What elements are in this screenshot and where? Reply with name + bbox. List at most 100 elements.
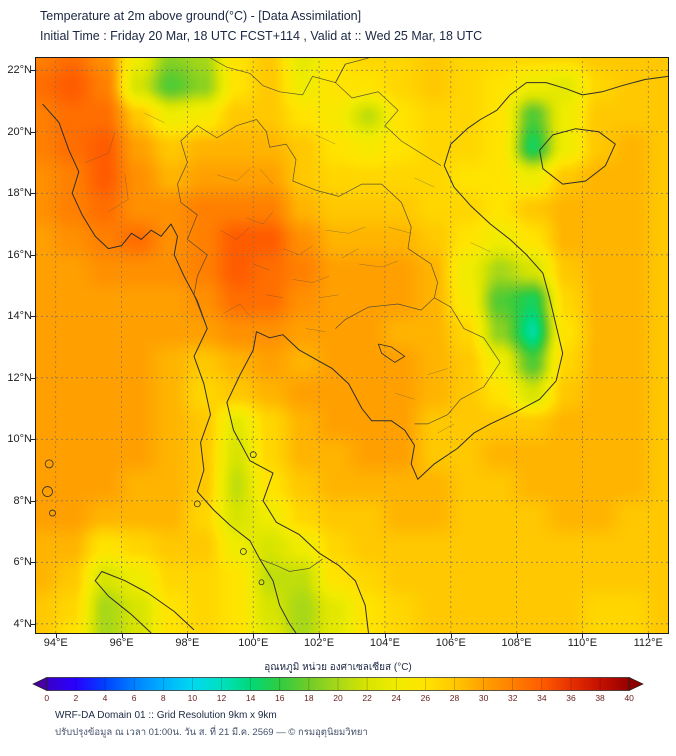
colorbar-tick-label: 22: [362, 693, 372, 703]
lat-tick-mark: [31, 131, 35, 133]
colorbar-tick-label: 30: [478, 693, 489, 703]
lat-tick-label: 4°N: [13, 617, 32, 630]
lat-tick-label: 20°N: [7, 125, 32, 138]
national-border: [210, 58, 369, 96]
lon-tick-label: 108°E: [501, 637, 532, 649]
colorbar-tick-label: 10: [187, 693, 198, 703]
colorbar-tick-label: 24: [391, 693, 401, 703]
page-title: Temperature at 2m above ground(°C) - [Da…: [40, 9, 362, 23]
colorbar-tick-label: 0: [44, 693, 50, 703]
province-boundary: [108, 174, 129, 212]
colorbar-tick-label: 16: [275, 693, 285, 703]
national-border: [335, 63, 442, 166]
lon-tick-mark: [187, 634, 189, 638]
colorbar-tick-label: 38: [595, 693, 605, 703]
coastline: [539, 128, 616, 185]
footer-domain-info: WRF-DA Domain 01 :: Grid Resolution 9km …: [55, 710, 277, 721]
colorbar-tick-label: 14: [245, 693, 256, 703]
lat-tick-mark: [31, 193, 35, 195]
lon-axis: 94°E 96°E 98°E 100°E 102°E 104°E 106°E 108°E 110…: [36, 633, 668, 653]
colorbar-left-arrow: [32, 677, 48, 691]
header: Temperature at 2m above ground(°C) - [Da…: [40, 6, 482, 46]
national-border: [177, 119, 257, 203]
lon-tick-mark: [648, 634, 650, 638]
map-frame: 22°N 20°N 18°N 16°N 14°N 12°N 10°N 8°N 6°N 4°N 94…: [7, 57, 669, 649]
national-border: [335, 297, 435, 329]
lon-tick-label: 106°E: [435, 637, 466, 649]
lat-tick-label: 8°N: [13, 494, 32, 507]
colorbar-tick-label: 6: [131, 693, 137, 703]
lon-tick-label: 102°E: [304, 637, 335, 649]
colorbar-tick-label: 26: [420, 693, 431, 703]
province-boundary: [305, 328, 326, 332]
colorbar-right-arrow: [628, 677, 644, 691]
colorbar-tick-label: 36: [566, 693, 576, 703]
lat-tick-mark: [31, 562, 35, 564]
national-border: [414, 297, 501, 425]
footer: WRF-DA Domain 01 :: Grid Resolution 9km …: [55, 710, 368, 740]
province-boundary: [253, 263, 270, 271]
lat-tick-label: 22°N: [7, 64, 32, 77]
lat-tick-mark: [31, 70, 35, 72]
island-outline: [249, 451, 257, 459]
lat-tick-label: 12°N: [7, 371, 32, 384]
colorbar-tick-label: 28: [449, 693, 460, 703]
colorbar-title: อุณหภูมิ หน่วย องศาเซลเซียส (°C): [264, 662, 412, 673]
province-boundary: [341, 248, 359, 259]
province-boundary: [470, 242, 491, 252]
colorbar: [32, 677, 644, 691]
province-boundary: [414, 177, 435, 188]
lon-tick-label: 112°E: [633, 637, 663, 649]
province-boundary: [282, 245, 313, 256]
lon-tick-mark: [582, 634, 584, 638]
page-subtitle: Initial Time : Friday 20 Mar, 18 UTC FCS…: [40, 29, 483, 43]
lat-tick-mark: [31, 439, 35, 441]
colorbar-tick-label: 2: [73, 693, 79, 703]
lat-tick-label: 14°N: [7, 310, 32, 323]
lon-tick-label: 96°E: [109, 637, 134, 649]
province-boundary: [85, 131, 116, 163]
colorbar-ticks: 0 2 4 6 8 10 12 14 16 18 20 22 24 26 28 30 32 34 36 38 40: [32, 693, 644, 703]
colorbar-tick-label: 20: [333, 693, 343, 703]
province-boundary: [266, 294, 283, 299]
province-boundary: [216, 168, 251, 182]
lat-tick-mark: [31, 377, 35, 379]
heatmap-canvas: [36, 58, 668, 633]
national-border: [259, 558, 323, 572]
lon-tick-mark: [450, 634, 452, 638]
province-boundary: [319, 294, 339, 299]
lon-tick-label: 104°E: [369, 637, 400, 649]
lon-tick-mark: [384, 634, 386, 638]
national-border: [256, 119, 438, 298]
coastline: [42, 103, 297, 633]
lat-tick-mark: [31, 500, 35, 502]
province-boundary: [325, 226, 366, 234]
colorbar-tick-label: 40: [624, 693, 634, 703]
map-overlay: [36, 58, 668, 633]
province-boundary: [220, 226, 251, 240]
province-boundary: [246, 211, 274, 225]
lat-tick-label: 18°N: [7, 187, 32, 200]
province-boundary: [259, 168, 274, 185]
colorbar-tick-label: 18: [304, 693, 314, 703]
lon-tick-mark: [253, 634, 255, 638]
colorbar-tick-label: 4: [102, 693, 108, 703]
province-boundary: [358, 260, 399, 268]
island-outline: [258, 579, 265, 586]
province-boundary: [144, 113, 165, 123]
national-border: [180, 202, 208, 329]
coastline: [94, 571, 195, 633]
lat-tick-mark: [31, 316, 35, 318]
lat-tick-label: 10°N: [7, 433, 32, 446]
coastline: [226, 75, 668, 633]
lat-axis: 22°N 20°N 18°N 16°N 14°N 12°N 10°N 8°N 6°N 4°N: [0, 58, 32, 633]
island-outline: [239, 548, 247, 555]
province-boundary: [223, 303, 251, 317]
lon-tick-mark: [319, 634, 321, 638]
island-outline: [42, 486, 53, 497]
lake-outline: [377, 343, 406, 363]
province-boundary: [394, 392, 415, 400]
province-boundary: [427, 368, 448, 375]
lon-tick-label: 100°E: [238, 637, 269, 649]
colorbar-tick-label: 34: [537, 693, 547, 703]
